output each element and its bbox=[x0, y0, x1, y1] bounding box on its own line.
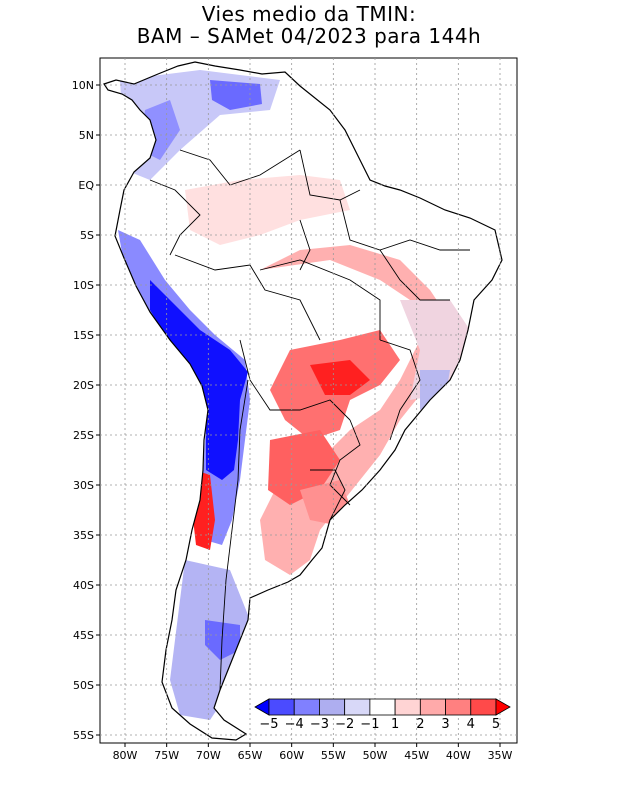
lon-tick-label: 70W bbox=[196, 749, 221, 762]
colorbar-label: −5 bbox=[259, 717, 278, 732]
colorbar: −5 −4 −3 −2 −1 1 2 3 4 5 bbox=[254, 698, 511, 732]
lon-tick-label: 80W bbox=[113, 749, 138, 762]
lat-tick-label: EQ bbox=[78, 179, 94, 192]
colorbar-box bbox=[470, 698, 497, 716]
bias-light-warm-amazon bbox=[185, 175, 350, 245]
border-brazil-states-4 bbox=[379, 339, 421, 441]
lat-tick-label: 5S bbox=[80, 229, 94, 242]
lat-tick-label: 45S bbox=[73, 629, 94, 642]
lon-tick-label: 65W bbox=[238, 749, 263, 762]
longitude-axis: 80W 75W 70W 65W 60W 55W 50W 45W 40W 35W bbox=[113, 743, 513, 762]
bias-cold-south-patagonia bbox=[205, 620, 240, 660]
lat-tick-label: 15S bbox=[73, 329, 94, 342]
border-uruguay bbox=[310, 469, 346, 521]
lat-tick-label: 10N bbox=[72, 79, 94, 92]
colorbar-label: −2 bbox=[335, 717, 354, 732]
colorbar-label: −3 bbox=[310, 717, 329, 732]
border-brazil-states-2 bbox=[379, 249, 450, 301]
lon-tick-label: 50W bbox=[363, 749, 388, 762]
lon-tick-label: 45W bbox=[404, 749, 429, 762]
lat-tick-label: 25S bbox=[73, 429, 94, 442]
colorbar-box bbox=[319, 698, 346, 716]
colorbar-label: 5 bbox=[492, 717, 500, 732]
colorbar-arrow-high bbox=[495, 698, 511, 716]
lon-tick-label: 35W bbox=[488, 749, 513, 762]
colorbar-box bbox=[369, 698, 396, 716]
border-brazil-states-1 bbox=[259, 259, 381, 340]
colorbar-label: −1 bbox=[360, 717, 379, 732]
colorbar-box bbox=[394, 698, 421, 716]
lat-tick-label: 35S bbox=[73, 529, 94, 542]
colorbar-box bbox=[419, 698, 446, 716]
map-title-line2: BAM – SAMet 04/2023 para 144h bbox=[136, 24, 482, 48]
country-borders bbox=[149, 149, 470, 691]
colorbar-label: 4 bbox=[467, 717, 475, 732]
colorbar-box bbox=[293, 698, 320, 716]
bias-strong-warm-pantanal bbox=[310, 360, 370, 395]
lat-tick-label: 40S bbox=[73, 579, 94, 592]
border-peru-brazil-bolivia bbox=[174, 254, 321, 341]
lat-tick-label: 10S bbox=[73, 279, 94, 292]
lat-tick-label: 55S bbox=[73, 729, 94, 742]
lon-tick-label: 55W bbox=[321, 749, 346, 762]
bias-cold-venezuela bbox=[210, 80, 262, 110]
map-title-line1: Vies medio da TMIN: bbox=[201, 2, 417, 26]
graticule bbox=[100, 58, 517, 743]
border-brazil-states-5 bbox=[299, 219, 311, 271]
border-colombia-peru bbox=[149, 179, 201, 256]
border-paraguay-argentina bbox=[329, 419, 361, 506]
colorbar-box bbox=[445, 698, 472, 716]
border-guianas bbox=[299, 149, 361, 201]
lat-tick-label: 30S bbox=[73, 479, 94, 492]
colorbar-label: 1 bbox=[391, 717, 399, 732]
lon-tick-label: 75W bbox=[154, 749, 179, 762]
lon-tick-label: 40W bbox=[446, 749, 471, 762]
colorbar-label: 3 bbox=[441, 717, 449, 732]
border-chile-argentina bbox=[219, 379, 249, 691]
latitude-axis: 10N 5N EQ 5S 10S 15S 20S 25S 30S 35S 40S 45S 50S 55S bbox=[72, 79, 100, 742]
lat-tick-label: 50S bbox=[73, 679, 94, 692]
lat-tick-label: 20S bbox=[73, 379, 94, 392]
lon-tick-label: 60W bbox=[279, 749, 304, 762]
coastline bbox=[103, 61, 503, 741]
colorbar-label: 2 bbox=[416, 717, 424, 732]
colorbar-label: −4 bbox=[285, 717, 304, 732]
border-brazil-states-3 bbox=[339, 199, 470, 251]
colorbar-box bbox=[344, 698, 371, 716]
colorbar-box bbox=[268, 698, 295, 716]
lat-tick-label: 5N bbox=[79, 129, 94, 142]
